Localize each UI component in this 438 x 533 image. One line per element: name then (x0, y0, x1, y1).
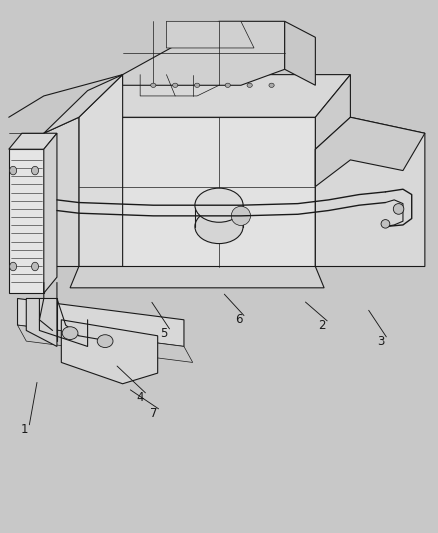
Ellipse shape (247, 83, 252, 87)
Polygon shape (315, 117, 425, 266)
Ellipse shape (32, 262, 39, 271)
Polygon shape (79, 75, 350, 117)
Ellipse shape (381, 220, 390, 228)
Polygon shape (315, 117, 425, 187)
Polygon shape (18, 325, 193, 362)
Ellipse shape (269, 83, 274, 87)
Polygon shape (44, 117, 79, 266)
Text: 6: 6 (235, 313, 243, 326)
Text: 3: 3 (378, 335, 385, 348)
Ellipse shape (151, 83, 156, 87)
Polygon shape (44, 75, 123, 133)
Polygon shape (9, 133, 57, 149)
Ellipse shape (194, 83, 200, 87)
Text: 1: 1 (20, 423, 28, 435)
Text: 5: 5 (161, 327, 168, 340)
Polygon shape (18, 298, 184, 346)
Ellipse shape (231, 206, 251, 225)
Polygon shape (9, 149, 44, 293)
Polygon shape (9, 27, 429, 437)
Polygon shape (166, 21, 254, 48)
Ellipse shape (10, 262, 17, 271)
Text: 4: 4 (136, 391, 144, 403)
Ellipse shape (32, 166, 39, 175)
Polygon shape (285, 21, 315, 85)
Ellipse shape (10, 166, 17, 175)
Ellipse shape (195, 209, 243, 244)
Polygon shape (79, 117, 315, 266)
Ellipse shape (97, 335, 113, 348)
Ellipse shape (62, 327, 78, 340)
Polygon shape (315, 75, 350, 266)
Polygon shape (79, 75, 123, 266)
Polygon shape (44, 133, 57, 293)
Polygon shape (26, 298, 57, 346)
Text: 7: 7 (149, 407, 157, 419)
Ellipse shape (173, 83, 178, 87)
Polygon shape (61, 320, 158, 384)
Ellipse shape (225, 83, 230, 87)
Text: 2: 2 (318, 319, 326, 332)
Polygon shape (70, 266, 324, 288)
Ellipse shape (393, 204, 404, 214)
Polygon shape (123, 21, 285, 85)
Ellipse shape (195, 188, 243, 222)
